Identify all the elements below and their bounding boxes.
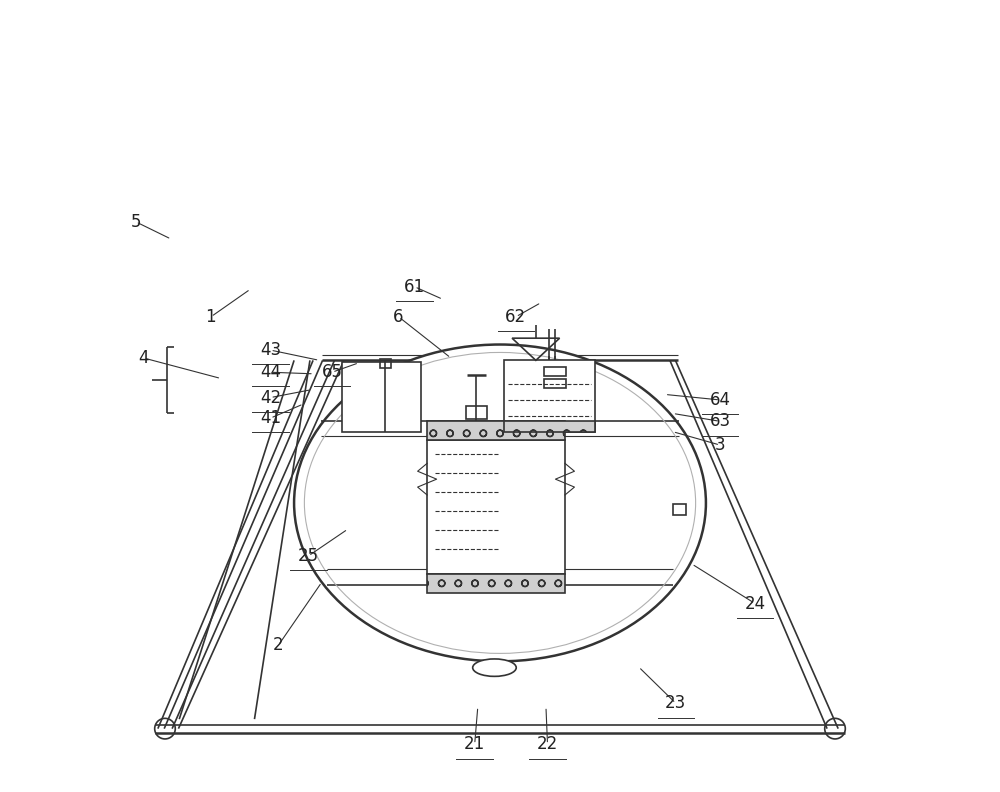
- Text: 62: 62: [505, 308, 526, 326]
- Bar: [380, 359, 391, 368]
- Text: 4: 4: [138, 349, 149, 367]
- Bar: [504, 421, 595, 432]
- Text: 42: 42: [260, 389, 281, 406]
- Text: 6: 6: [393, 308, 404, 326]
- Text: 23: 23: [665, 695, 686, 712]
- Text: 5: 5: [130, 213, 141, 230]
- Text: 64: 64: [710, 391, 731, 409]
- Bar: [504, 360, 595, 432]
- Bar: [466, 406, 487, 419]
- Text: 2: 2: [273, 637, 284, 654]
- Text: 24: 24: [744, 595, 766, 612]
- Bar: [544, 367, 566, 376]
- Bar: [544, 379, 566, 388]
- Ellipse shape: [473, 659, 516, 676]
- Bar: [427, 440, 565, 574]
- Text: 41: 41: [260, 409, 281, 427]
- Text: 1: 1: [206, 308, 216, 326]
- Bar: [427, 574, 565, 593]
- Ellipse shape: [294, 345, 706, 661]
- Text: 22: 22: [537, 736, 558, 753]
- Bar: [427, 421, 565, 440]
- Text: 43: 43: [260, 341, 281, 359]
- Text: 63: 63: [710, 413, 731, 430]
- Text: 44: 44: [260, 364, 281, 381]
- Text: 65: 65: [322, 364, 343, 381]
- Text: 25: 25: [298, 547, 319, 565]
- Text: 21: 21: [464, 736, 485, 753]
- Bar: [673, 504, 686, 515]
- Text: 61: 61: [404, 278, 425, 295]
- Bar: [342, 362, 421, 432]
- Text: 3: 3: [715, 436, 725, 454]
